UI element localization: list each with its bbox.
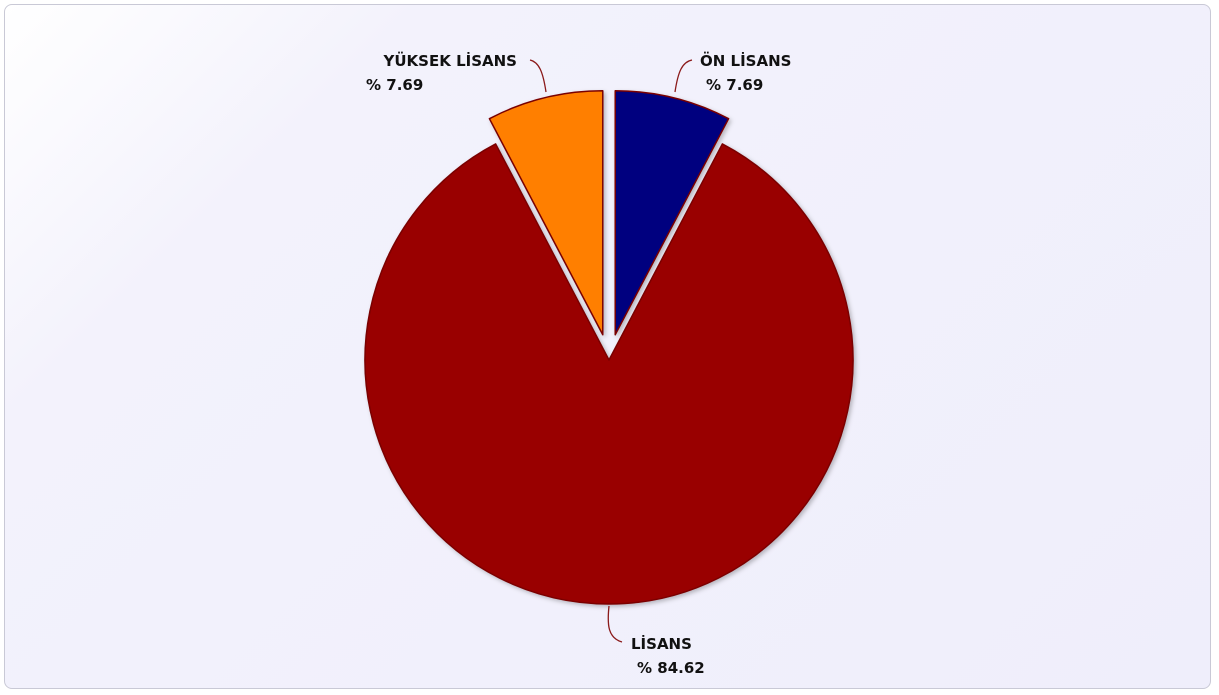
pie-slice-1[interactable] [364,143,854,605]
pie-slice-2[interactable] [488,90,604,336]
slice-label-2: YÜKSEK LİSANS [383,51,517,70]
slice-percent-1: % 84.62 [637,659,705,677]
slice-label-0: ÖN LİSANS [700,51,791,70]
leader-line-0 [674,59,693,93]
leader-line-1 [607,605,623,643]
pie-slice-0[interactable] [614,90,730,336]
slice-label-1: LİSANS [631,634,692,653]
leader-line-2 [529,59,547,93]
slice-percent-2: % 7.69 [366,76,423,94]
slice-percent-0: % 7.69 [706,76,763,94]
